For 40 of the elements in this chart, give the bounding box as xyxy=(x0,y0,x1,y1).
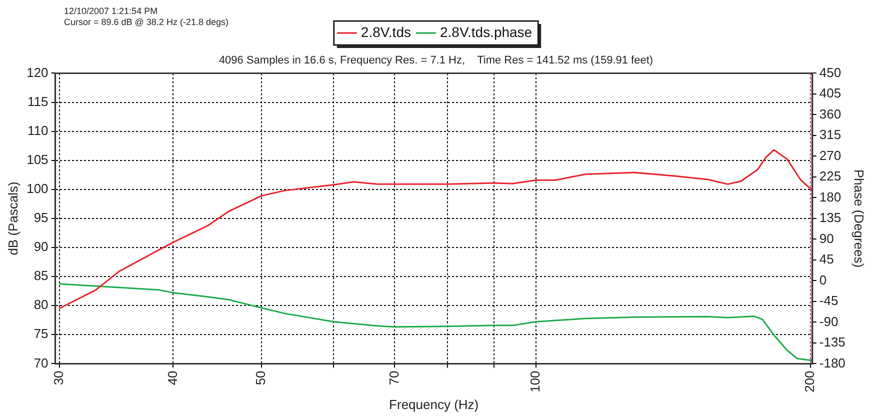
y-tick-label: 90 xyxy=(34,239,48,254)
y-tick-label: 110 xyxy=(28,122,48,138)
y-tick-label: 80 xyxy=(34,297,48,312)
y2-tick-label: -135 xyxy=(819,334,846,350)
text: 12/10/2007 1:21:54 PM xyxy=(64,6,159,17)
y-tick-label: 115 xyxy=(28,94,48,109)
legend-label: 2.8V.tds xyxy=(360,24,411,40)
y2-tick-label: 135 xyxy=(819,210,842,226)
y-tick-label: 70 xyxy=(34,355,48,370)
y-tick-label: 95 xyxy=(34,210,48,226)
x-tick-label: 200 xyxy=(802,370,817,392)
chart-title: 4096 Samples in 16.6 s, Frequency Res. = 7.1 Hz, Time Res = 141.52 ms (159.91 feet) xyxy=(218,54,654,67)
x-tick-label: 70 xyxy=(386,370,402,386)
x-tick-label: 100 xyxy=(528,370,543,392)
y-tick-label: 120 xyxy=(26,64,48,80)
y2-tick-label: -180 xyxy=(819,355,846,370)
x-tick-label: 50 xyxy=(253,370,268,386)
x-tick-label: 30 xyxy=(50,370,66,386)
y2-tick-label: 45 xyxy=(819,252,834,267)
legend-label: 2.8V.tds.phase xyxy=(440,24,532,40)
y2-tick-label: 450 xyxy=(819,64,842,80)
y2-tick-label: -90 xyxy=(819,314,838,329)
x-axis-title: Frequency (Hz) xyxy=(389,396,479,412)
y2-tick-label: 90 xyxy=(819,230,834,246)
y2-tick-label: 360 xyxy=(819,106,842,122)
x-tick-label: 40 xyxy=(164,370,180,386)
y2-tick-label: 315 xyxy=(819,127,842,142)
y2-tick-label: 0 xyxy=(819,272,827,288)
y2-tick-label: 225 xyxy=(819,168,842,184)
y-tick-label: 100 xyxy=(26,180,48,196)
y2-tick-label: 270 xyxy=(819,148,842,163)
y2-tick-label: 180 xyxy=(819,189,842,204)
y-tick-label: 75 xyxy=(34,326,48,342)
y-axis-title: dB (Pascals) xyxy=(5,182,20,256)
y2-tick-label: -45 xyxy=(819,293,838,308)
y-tick-label: 105 xyxy=(26,152,48,167)
y2-axis-title: Phase (Degrees) xyxy=(852,169,867,268)
text: Cursor = 89.6 dB @ 38.2 Hz (-21.8 degs) xyxy=(64,17,228,28)
y2-tick-label: 405 xyxy=(819,86,842,101)
y-tick-label: 85 xyxy=(34,268,48,284)
